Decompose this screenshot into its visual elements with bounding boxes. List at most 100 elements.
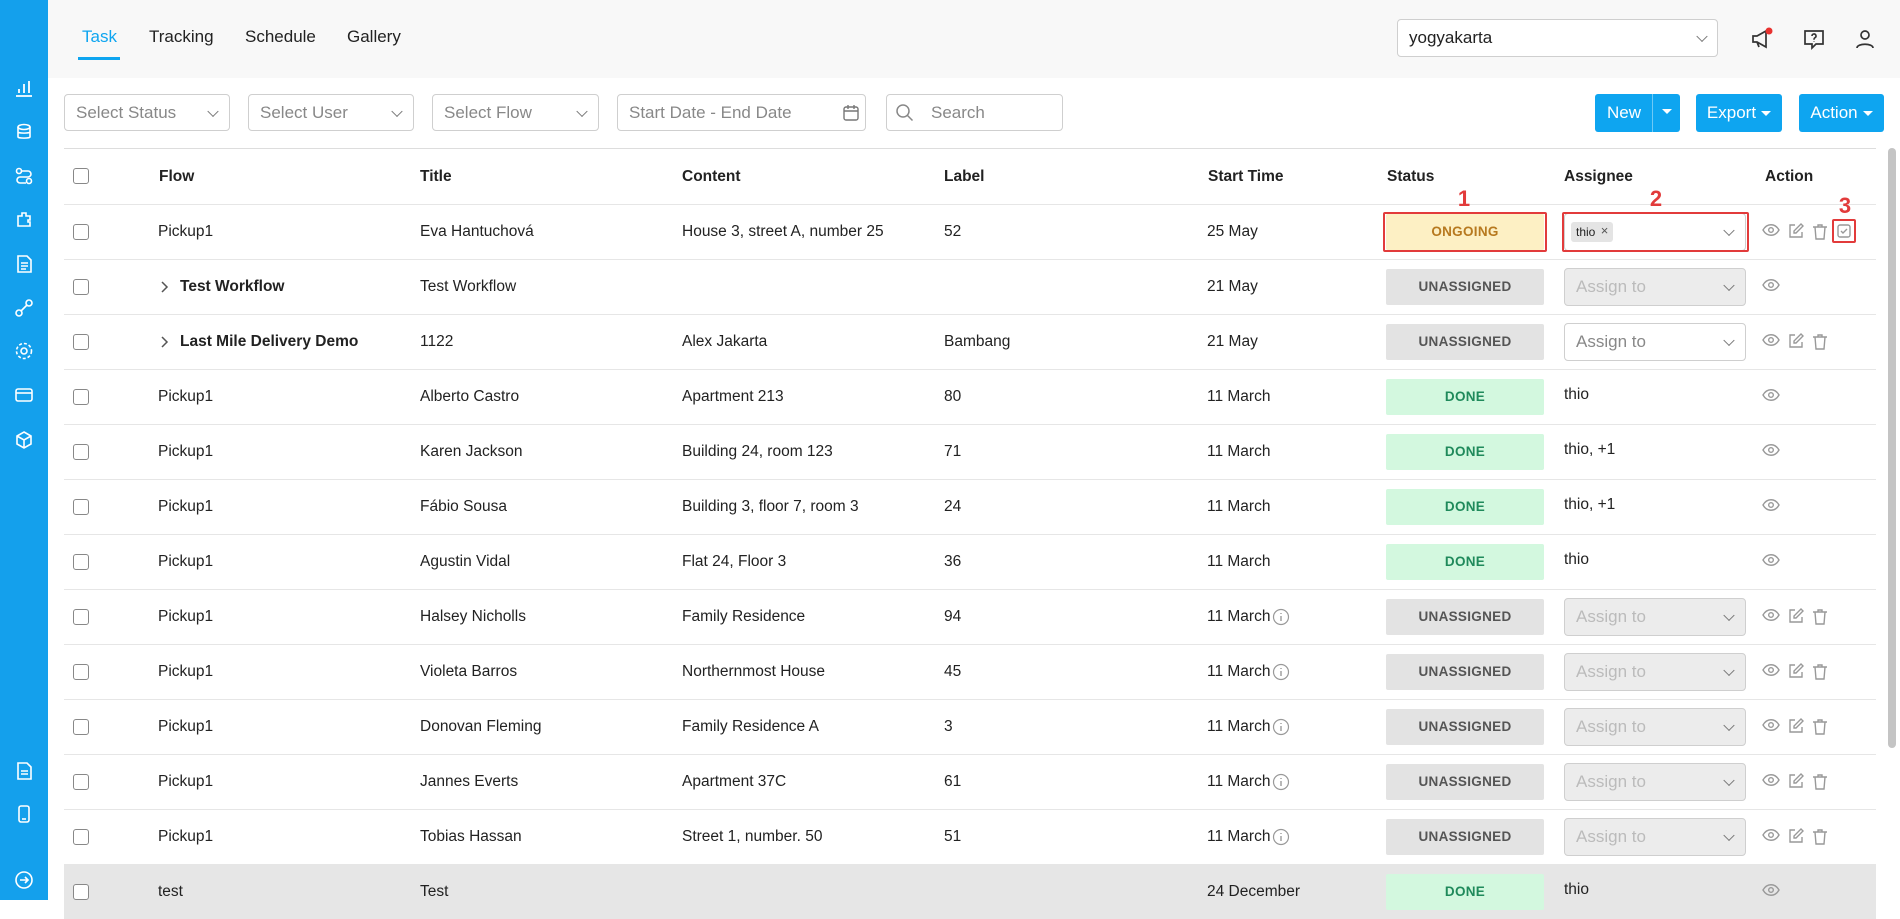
announcement-icon[interactable]: [1750, 27, 1774, 51]
chip-remove[interactable]: ×: [1600, 222, 1609, 238]
edit-icon[interactable]: [1788, 717, 1804, 739]
row-checkbox[interactable]: [73, 828, 89, 845]
row-checkbox[interactable]: [73, 608, 89, 625]
help-icon[interactable]: [1802, 27, 1826, 51]
row: [64, 204, 1876, 259]
assignee-select: Assign to: [1564, 267, 1746, 306]
header-checkbox[interactable]: [73, 168, 89, 184]
nav-icon[interactable]: [14, 761, 34, 781]
info-icon[interactable]: [1272, 718, 1290, 741]
assignee-chip[interactable]: thio ×: [1571, 221, 1614, 242]
view-icon[interactable]: [1762, 388, 1780, 407]
row-checkbox[interactable]: [73, 388, 89, 405]
calendar-icon[interactable]: [842, 104, 860, 127]
nav-icon[interactable]: [14, 430, 34, 450]
delete-icon[interactable]: [1812, 718, 1828, 740]
filter-status[interactable]: Select Status: [64, 94, 230, 131]
row: [64, 369, 1876, 424]
expand-icon[interactable]: [160, 335, 170, 354]
nav-icon[interactable]: [14, 254, 34, 274]
start-time: 21 May: [1207, 277, 1258, 295]
view-icon[interactable]: [1762, 828, 1780, 847]
assignee-select[interactable]: Assign to: [1564, 322, 1746, 361]
view-icon[interactable]: [1762, 883, 1780, 902]
row: [64, 314, 1876, 369]
delete-icon[interactable]: [1812, 608, 1828, 630]
view-icon[interactable]: [1762, 608, 1780, 627]
flow: Pickup1: [158, 772, 214, 790]
status-badge: UNASSIGNED: [1386, 653, 1544, 690]
filter-flow[interactable]: Select Flow: [432, 94, 599, 131]
row-checkbox[interactable]: [73, 883, 89, 900]
row-checkbox[interactable]: [73, 333, 89, 350]
row-checkbox[interactable]: [73, 773, 89, 790]
delete-icon[interactable]: [1812, 663, 1828, 685]
tab[interactable]: Gallery: [347, 27, 401, 46]
view-icon[interactable]: [1762, 278, 1780, 297]
expand-icon[interactable]: [160, 280, 170, 299]
nav-icon[interactable]: [14, 78, 34, 98]
row-checkbox[interactable]: [73, 553, 89, 570]
delete-icon[interactable]: [1812, 333, 1828, 355]
nav-icon[interactable]: [14, 385, 34, 405]
nav-icon[interactable]: [14, 166, 34, 186]
view-icon[interactable]: [1762, 333, 1780, 352]
new-caret[interactable]: [1657, 104, 1672, 124]
nav-icon[interactable]: [14, 870, 34, 890]
info-icon[interactable]: [1272, 608, 1290, 631]
edit-icon[interactable]: [1788, 827, 1804, 849]
delete-icon[interactable]: [1812, 223, 1828, 245]
assignee-select: Assign to: [1564, 762, 1746, 801]
action-button[interactable]: Action: [1799, 94, 1884, 132]
edit-icon[interactable]: [1788, 222, 1804, 244]
nav-icon[interactable]: [14, 122, 34, 142]
tab[interactable]: Task: [82, 27, 117, 46]
filter-user[interactable]: Select User: [248, 94, 414, 131]
annotation-number: 2: [1649, 186, 1663, 211]
row: [64, 424, 1876, 479]
nav-icon[interactable]: [14, 804, 34, 824]
edit-icon[interactable]: [1788, 607, 1804, 629]
search-icon[interactable]: [895, 103, 915, 128]
table-top-border: [64, 148, 1876, 149]
location-select[interactable]: yogyakarta: [1397, 19, 1718, 57]
tab[interactable]: Tracking: [149, 27, 214, 46]
row-checkbox[interactable]: [73, 278, 89, 295]
view-icon[interactable]: [1762, 553, 1780, 572]
delete-icon[interactable]: [1812, 828, 1828, 850]
filter-date[interactable]: Start Date - End Date: [617, 94, 866, 131]
info-icon[interactable]: [1272, 773, 1290, 796]
view-icon[interactable]: [1762, 223, 1780, 242]
filter-search[interactable]: Search: [886, 94, 1063, 131]
view-icon[interactable]: [1762, 443, 1780, 462]
view-icon[interactable]: [1762, 773, 1780, 792]
view-icon[interactable]: [1762, 718, 1780, 737]
edit-icon[interactable]: [1788, 772, 1804, 794]
delete-icon[interactable]: [1812, 773, 1828, 795]
row-checkbox[interactable]: [73, 443, 89, 460]
view-icon[interactable]: [1762, 663, 1780, 682]
row-checkbox[interactable]: [73, 223, 89, 240]
row-checkbox[interactable]: [73, 663, 89, 680]
nav-icon[interactable]: [14, 298, 34, 318]
edit-icon[interactable]: [1788, 662, 1804, 684]
info-icon[interactable]: [1272, 663, 1290, 686]
nav-icon[interactable]: [14, 209, 34, 229]
row-checkbox[interactable]: [73, 718, 89, 735]
user-icon[interactable]: [1853, 27, 1877, 51]
flow: Pickup1: [158, 442, 214, 460]
view-icon[interactable]: [1762, 498, 1780, 517]
edit-icon[interactable]: [1788, 332, 1804, 354]
export-button[interactable]: Export: [1696, 94, 1782, 132]
assignee-placeholder: Assign to: [1576, 606, 1646, 626]
new-button[interactable]: New: [1595, 94, 1680, 132]
tab[interactable]: Schedule: [245, 27, 316, 46]
complete-icon[interactable]: [1836, 223, 1852, 244]
scrollbar[interactable]: [1888, 148, 1896, 748]
title: Violeta Barros: [420, 662, 518, 680]
row-checkbox[interactable]: [73, 498, 89, 515]
nav-icon[interactable]: [14, 341, 34, 361]
assignee-placeholder: Assign to: [1576, 331, 1646, 351]
info-icon[interactable]: [1272, 828, 1290, 851]
content: Family Residence: [682, 607, 806, 625]
